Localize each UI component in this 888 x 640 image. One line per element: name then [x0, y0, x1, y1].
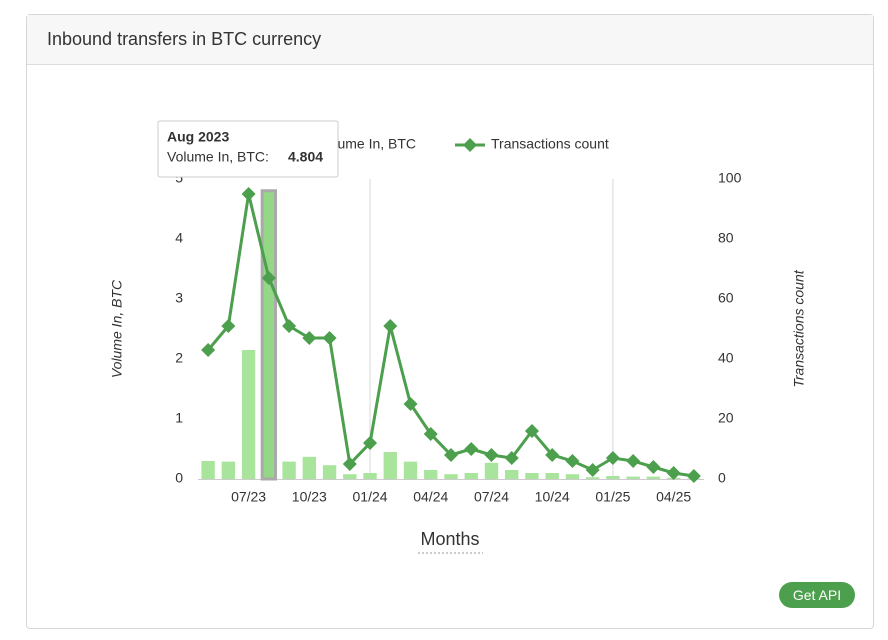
- bar: [282, 461, 296, 479]
- bar: [505, 470, 519, 479]
- marker: [261, 271, 276, 285]
- x-tick-label: 04/25: [656, 489, 691, 505]
- y-axis-title: Volume In, BTC: [109, 279, 125, 378]
- bar: [525, 473, 539, 479]
- marker: [201, 343, 216, 357]
- marker: [605, 451, 620, 465]
- y2-tick-label: 0: [718, 470, 726, 486]
- marker: [585, 463, 600, 477]
- y2-axis-title: Transactions count: [791, 269, 807, 387]
- bar: [322, 465, 337, 479]
- bar: [606, 476, 620, 479]
- bar: [464, 473, 478, 479]
- tooltip: Aug 2023 Volume In, BTC: 4.804: [157, 120, 339, 178]
- x-tick-label: 10/24: [535, 489, 570, 505]
- y-tick-label: 2: [175, 350, 183, 366]
- x-tick-label: 10/23: [292, 489, 327, 505]
- y-tick-label: 3: [175, 290, 183, 306]
- card: Inbound transfers in BTC currency: [26, 14, 874, 629]
- bar: [626, 476, 640, 479]
- marker: [241, 187, 256, 201]
- marker: [484, 448, 499, 462]
- bar: [343, 474, 357, 479]
- marker: [221, 319, 236, 333]
- x-tick-label: 01/24: [353, 489, 388, 505]
- x-tick-label: 07/23: [231, 489, 266, 505]
- bar: [403, 461, 418, 479]
- bar: [565, 474, 580, 479]
- marker: [403, 397, 418, 411]
- y-tick-label: 0: [175, 470, 183, 486]
- marker: [464, 442, 479, 456]
- bar: [260, 189, 278, 481]
- x-axis-title: Months: [420, 529, 479, 549]
- x-tick-label: 04/24: [413, 489, 448, 505]
- marker: [282, 319, 297, 333]
- bar: [444, 474, 458, 479]
- bar: [586, 477, 600, 479]
- bar: [383, 452, 397, 479]
- legend-label: Volume In, BTC: [318, 136, 416, 152]
- y-tick-label: 5: [175, 170, 183, 186]
- y2-tick-label: 100: [718, 170, 742, 186]
- bar: [363, 473, 377, 479]
- marker: [565, 454, 580, 468]
- marker: [342, 457, 357, 471]
- get-api-button[interactable]: Get API: [779, 582, 855, 608]
- bar: [484, 462, 499, 479]
- tooltip-value: 4.804: [288, 149, 323, 165]
- bar: [201, 461, 215, 479]
- tooltip-title: Aug 2023: [167, 129, 229, 145]
- marker: [666, 466, 681, 480]
- x-tick-label: 07/24: [474, 489, 509, 505]
- y-tick-label: 1: [175, 410, 183, 426]
- y2-tick-label: 60: [718, 290, 734, 306]
- marker: [363, 436, 378, 450]
- marker: [383, 319, 398, 333]
- bar: [545, 473, 559, 479]
- marker: [444, 448, 458, 462]
- tooltip-box: [157, 120, 339, 178]
- legend-label: Transactions count: [491, 136, 609, 152]
- marker: [524, 424, 539, 438]
- marker: [504, 451, 519, 465]
- card-title: Inbound transfers in BTC currency: [27, 15, 873, 65]
- y2-tick-label: 20: [718, 410, 734, 426]
- y-tick-label: 4: [175, 230, 183, 246]
- marker: [423, 427, 438, 441]
- line: [206, 193, 695, 478]
- legend-marker: [463, 138, 477, 152]
- tooltip-label: Volume In, BTC:: [167, 149, 269, 165]
- bar: [646, 476, 661, 479]
- bar: [241, 350, 256, 479]
- marker: [322, 331, 337, 345]
- bar: [302, 456, 316, 479]
- y2-tick-label: 80: [718, 230, 734, 246]
- marker: [646, 460, 661, 474]
- y2-tick-label: 40: [718, 350, 734, 366]
- bar: [221, 461, 236, 479]
- marker: [302, 331, 317, 345]
- x-tick-label: 01/25: [595, 489, 630, 505]
- bar: [424, 470, 438, 479]
- marker: [686, 469, 701, 483]
- marker: [626, 454, 641, 468]
- marker: [545, 448, 560, 462]
